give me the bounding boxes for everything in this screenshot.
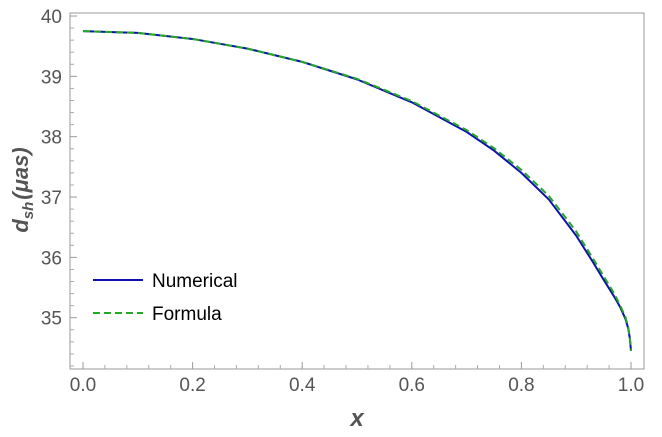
series-formula-line — [82, 30, 632, 351]
y-tick-label: 38 — [41, 128, 62, 149]
x-tick-label: 0.8 — [508, 375, 534, 396]
y-axis-ticks: 35 36 37 38 39 40 — [41, 7, 77, 367]
y-tick-label: 40 — [41, 7, 62, 28]
y-axis-title-sub: sh — [20, 202, 37, 220]
legend-label-formula: Formula — [152, 304, 222, 325]
y-axis-title: dsh (μas) — [8, 147, 37, 232]
y-tick-label: 39 — [41, 67, 62, 88]
series-layer — [82, 30, 632, 351]
x-axis-ticks: 0.0 0.2 0.4 0.6 0.8 1.0 — [70, 362, 644, 396]
y-tick-label: 37 — [41, 188, 62, 209]
x-tick-label: 0.4 — [289, 375, 316, 396]
y-axis-title-main: d — [8, 219, 33, 233]
legend-label-numerical: Numerical — [152, 271, 238, 292]
x-tick-label: 0.6 — [399, 375, 425, 396]
x-tick-label: 0.2 — [179, 375, 205, 396]
x-tick-label: 0.0 — [70, 375, 96, 396]
plot-frame — [69, 12, 645, 370]
x-axis-title: x — [348, 405, 365, 432]
legend: Numerical Formula — [93, 271, 238, 325]
y-axis-title-unit: (μas) — [8, 147, 33, 199]
x-tick-label: 1.0 — [618, 375, 644, 396]
y-tick-label: 36 — [41, 248, 62, 269]
y-tick-label: 35 — [41, 309, 62, 330]
